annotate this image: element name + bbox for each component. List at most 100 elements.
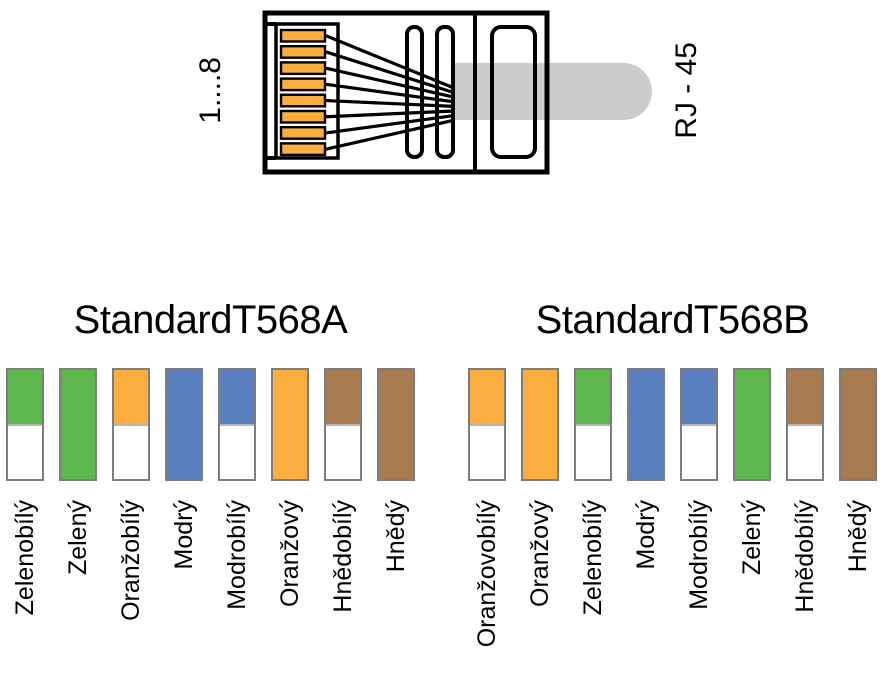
wire-bar-2 [521,368,559,481]
bar-color-segment [523,370,557,479]
wire-label: Zelenobílý [578,500,607,616]
bar-white-segment [8,425,42,479]
bar-color-segment [682,370,716,426]
wire-label-cell-7: Hnědobílý [324,500,362,680]
pin-contact-8 [279,142,327,157]
labels-row-t568a: Zelenobílý Zelený Oranžobílý Modrý Modrobílý… [6,500,415,680]
bar-color-segment [8,370,42,426]
wire-label-cell-3: Oranžobílý [112,500,150,680]
wire-bar-5 [680,368,718,481]
wire-label-cell-5: Modrobílý [218,500,256,680]
wire-label-cell-6: Zelený [733,500,771,680]
wire-line-7 [325,114,455,135]
bar-color-segment [576,370,610,426]
wire-label: Zelený [737,500,766,576]
wire-bar-3 [112,368,150,481]
bar-color-segment [220,370,254,426]
wire-label: Hnědobílý [328,500,357,613]
wire-bar-7 [786,368,824,481]
bar-white-segment [576,425,610,479]
bar-color-segment [841,370,875,479]
cable [454,63,652,120]
wire-label-cell-1: Oranžovobílý [468,500,506,680]
pins-range-text: 1....8 [194,57,227,124]
wire-bar-4 [627,368,665,481]
bar-color-segment [167,370,201,479]
pin-contact-5 [279,93,327,108]
pin-contact-3 [279,61,327,76]
bar-white-segment [220,425,254,479]
bar-white-segment [326,425,360,479]
cable-entry [490,25,537,159]
bar-color-segment [629,370,663,479]
wire-bar-2 [59,368,97,481]
bar-color-segment [326,370,360,426]
wires-group [325,34,455,151]
connector-body [262,10,550,175]
wire-label-cell-2: Oranžový [521,500,559,680]
wire-label: Modrý [631,500,660,570]
wire-label: Zelený [63,500,92,576]
wire-line-5 [325,98,455,108]
wire-bar-8 [377,368,415,481]
bar-color-segment [273,370,307,479]
wire-label: Hnědobílý [790,500,819,613]
wire-label: Oranžobílý [116,500,145,621]
bar-color-segment [788,370,822,426]
bar-white-segment [788,425,822,479]
wire-bar-3 [574,368,612,481]
bars-row-t568a [6,368,415,481]
strain-bar-1 [405,25,424,159]
wire-label-cell-1: Zelenobílý [6,500,44,680]
bars-row-t568b [468,368,877,481]
pins-range-label: 1....8 [190,8,232,173]
wire-bar-1 [6,368,44,481]
wire-label-cell-2: Zelený [59,500,97,680]
pin-contact-1 [279,28,327,43]
wire-line-8 [325,118,455,151]
wire-label: Oranžovobílý [472,500,501,648]
standard-title: StandardT568A [73,298,348,342]
wire-label: Hnědý [843,500,872,573]
wire-line-3 [325,66,455,99]
bar-color-segment [735,370,769,479]
connector-name-text: RJ - 45 [670,42,703,139]
pin-contact-7 [279,125,327,140]
wire-bar-6 [271,368,309,481]
wire-line-1 [325,34,455,90]
wire-line-2 [325,50,455,95]
wire-line-4 [325,82,455,104]
wire-label-cell-8: Hnědý [377,500,415,680]
wire-label: Oranžový [275,500,304,607]
wire-line-6 [325,109,455,119]
pin-contact-4 [279,77,327,92]
bar-white-segment [682,425,716,479]
bar-color-segment [379,370,413,479]
connector-name-label: RJ - 45 [664,8,710,173]
bar-white-segment [470,425,504,479]
standard-t568b-section: StandardT568B Oranžovobílý Oranžový Zeleno… [468,296,877,647]
wire-label-cell-7: Hnědobílý [786,500,824,680]
bar-color-segment [470,370,504,426]
wire-label-cell-6: Oranžový [271,500,309,680]
wire-label: Zelenobílý [10,500,39,616]
wire-bar-5 [218,368,256,481]
wire-label: Modrý [169,500,198,570]
wire-label-cell-5: Modrobílý [680,500,718,680]
bar-color-segment [114,370,148,426]
wire-bar-6 [733,368,771,481]
wire-label: Hnědý [381,500,410,573]
wire-bar-1 [468,368,506,481]
pin-contact-2 [279,45,327,59]
wire-label-cell-4: Modrý [627,500,665,680]
wire-bar-7 [324,368,362,481]
connector-diagram [262,10,652,175]
wire-bar-4 [165,368,203,481]
wire-label-cell-3: Zelenobílý [574,500,612,680]
labels-row-t568b: Oranžovobílý Oranžový Zelenobílý Modrý Modro… [468,500,877,680]
wire-label-cell-4: Modrý [165,500,203,680]
bar-white-segment [114,425,148,479]
pins-group [279,28,327,157]
pin-contact-6 [279,109,327,124]
